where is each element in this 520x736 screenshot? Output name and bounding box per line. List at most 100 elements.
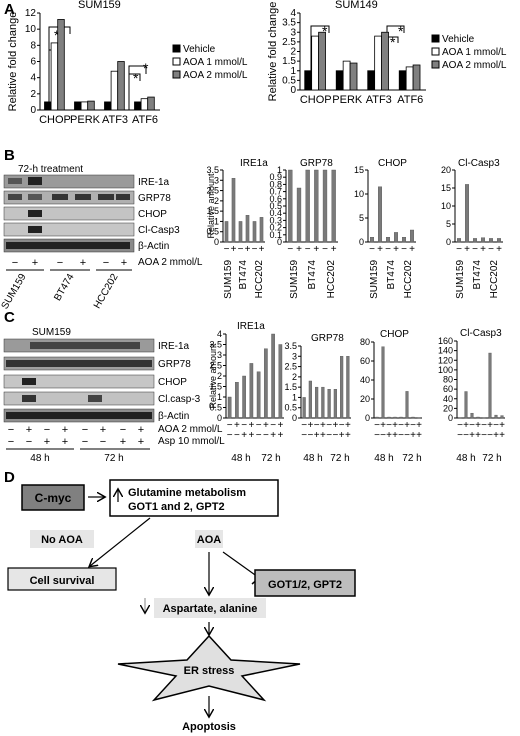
bar bbox=[375, 416, 379, 419]
category-label: − bbox=[472, 244, 478, 255]
bar bbox=[256, 371, 261, 419]
y-tick-label: 1.5 bbox=[209, 382, 222, 392]
legend-swatch-vehicle bbox=[431, 34, 440, 43]
bar bbox=[412, 64, 421, 91]
svg-text:SUM159: SUM159 bbox=[455, 260, 466, 299]
category-label: − bbox=[322, 244, 328, 255]
y-tick-label: 6 bbox=[30, 57, 36, 68]
bar bbox=[500, 415, 504, 419]
category-label: + bbox=[392, 430, 398, 441]
category-label: − bbox=[287, 244, 293, 255]
bar bbox=[308, 380, 312, 419]
got-label: GOT1/2, GPT2 bbox=[268, 579, 342, 591]
y-tick-label: 0 bbox=[446, 237, 451, 247]
bar bbox=[381, 31, 389, 91]
category-label: − bbox=[301, 430, 307, 441]
svg-text:−: − bbox=[100, 436, 106, 448]
bar bbox=[481, 237, 486, 243]
y-tick-label: 0 bbox=[217, 413, 222, 423]
cell-survival-label: Cell survival bbox=[30, 575, 95, 587]
blot-b-cell: BT474 bbox=[52, 272, 76, 303]
svg-text:72 h: 72 h bbox=[402, 453, 421, 464]
bar bbox=[378, 186, 383, 243]
no-aoa-label: No AOA bbox=[41, 534, 83, 546]
svg-text:72 h: 72 h bbox=[261, 453, 280, 464]
panel-letter-a: A bbox=[4, 1, 15, 18]
y-axis-label: Relative fold change bbox=[7, 12, 19, 112]
y-tick-label: 0.2 bbox=[269, 223, 282, 233]
chart-c-time-labels: 48 h 72 h 48 h 72 h 48 h 72 h 48 h 72 h bbox=[231, 453, 501, 464]
bar bbox=[314, 169, 319, 243]
y-tick-label: 10 bbox=[354, 189, 364, 199]
star: * bbox=[390, 34, 396, 50]
category-label: + bbox=[345, 420, 351, 431]
y-tick-label: 10 bbox=[441, 201, 451, 211]
category-label: + bbox=[331, 244, 337, 255]
svg-text:HCC202: HCC202 bbox=[489, 260, 500, 299]
svg-text:BT474: BT474 bbox=[472, 260, 483, 290]
svg-text:SUM159: SUM159 bbox=[223, 260, 234, 299]
aoa-box bbox=[195, 530, 223, 548]
chart-title: Cl-Casp3 bbox=[460, 328, 502, 339]
category-label: PERK bbox=[70, 114, 101, 126]
category-label: + bbox=[464, 244, 470, 255]
bar bbox=[259, 217, 264, 243]
y-tick-label: 0.7 bbox=[269, 187, 282, 197]
bar bbox=[288, 169, 293, 243]
svg-text:−: − bbox=[82, 436, 88, 448]
svg-text:+: + bbox=[138, 436, 144, 448]
chart-title: SUM149 bbox=[335, 0, 378, 11]
blot-c-header: SUM159 bbox=[32, 327, 71, 338]
category-label: CHOP bbox=[39, 114, 71, 126]
y-tick-label: 0 bbox=[359, 237, 364, 247]
y-tick-label: 0.1 bbox=[269, 230, 282, 240]
bar bbox=[327, 389, 331, 419]
legend-sum159: Vehicle AOA 1 mmol/L AOA 2 mmol/L bbox=[172, 44, 248, 81]
category-label: − bbox=[469, 420, 475, 431]
chart-title: GRP78 bbox=[300, 158, 333, 169]
y-tick-label: 0.5 bbox=[209, 403, 222, 413]
chart-title: IRE1a bbox=[237, 321, 265, 332]
y-tick-label: 3 bbox=[292, 351, 297, 361]
category-label: − bbox=[481, 420, 487, 431]
legend-label-aoa2: AOA 2 mmol/L bbox=[442, 60, 507, 71]
y-tick-label: 0.4 bbox=[269, 208, 282, 218]
blot-c-time: 48 h bbox=[30, 453, 49, 464]
bar bbox=[80, 101, 89, 111]
category-label: − bbox=[227, 430, 233, 441]
y-tick-label: 3.5 bbox=[284, 341, 297, 351]
bar bbox=[386, 236, 391, 243]
bar bbox=[235, 382, 239, 419]
category-label: − bbox=[314, 420, 320, 431]
bar bbox=[44, 101, 52, 111]
y-tick-label: 4 bbox=[217, 329, 222, 339]
survival-arrow bbox=[90, 517, 151, 566]
chart-2: SUM149 00.511.522.533.54 CHOP PERK ATF3 ATF6 R… bbox=[267, 0, 426, 106]
category-label: + bbox=[499, 430, 505, 441]
svg-text:−: − bbox=[120, 424, 126, 436]
glutamine-label: Glutamine metabolism bbox=[128, 487, 246, 499]
bar bbox=[110, 70, 119, 111]
y-tick-label: 2.5 bbox=[284, 362, 297, 372]
category-label: CHOP bbox=[300, 94, 332, 106]
bar bbox=[249, 363, 254, 419]
category-label: − bbox=[410, 420, 416, 431]
category-label: + bbox=[393, 244, 399, 255]
bar bbox=[402, 236, 407, 243]
category-label: + bbox=[259, 244, 265, 255]
cmyc-box bbox=[21, 484, 85, 511]
category-label: + bbox=[404, 420, 410, 431]
panel-letter-b: B bbox=[4, 147, 15, 164]
bar bbox=[57, 19, 65, 111]
svg-text:−: − bbox=[82, 424, 88, 436]
y-axis-label: Relative amount bbox=[208, 343, 218, 409]
svg-text:48 h: 48 h bbox=[456, 453, 475, 464]
y-tick-label: 5 bbox=[359, 213, 364, 223]
category-label: + bbox=[475, 420, 481, 431]
category-label: + bbox=[416, 420, 422, 431]
y-tick-label: 60 bbox=[443, 384, 453, 394]
bar bbox=[311, 35, 319, 91]
got-box bbox=[254, 569, 356, 597]
